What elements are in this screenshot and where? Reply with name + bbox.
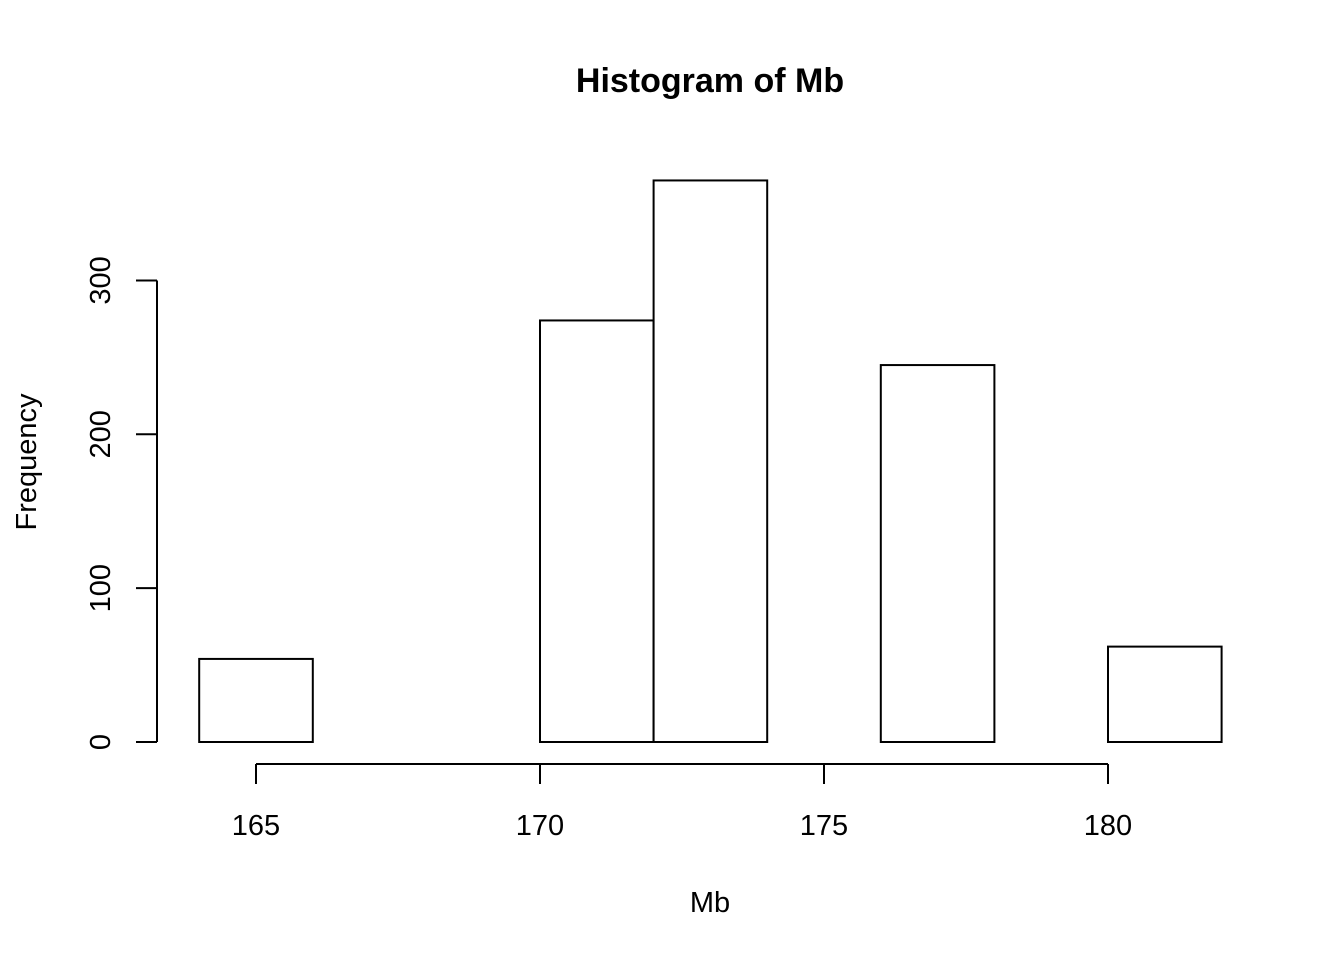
y-tick-label: 200: [85, 410, 117, 458]
x-axis-label: Mb: [690, 887, 730, 919]
x-tick-label: 165: [232, 810, 280, 842]
x-tick-label: 175: [800, 810, 848, 842]
histogram-bar: [1107, 645, 1223, 743]
x-axis: 165 170 175 180: [232, 763, 1132, 842]
y-tick-label: 100: [85, 564, 117, 612]
y-tick-label: 300: [85, 256, 117, 304]
histogram-bar: [539, 319, 655, 743]
x-tick-label: 170: [516, 810, 564, 842]
histogram-bar: [198, 657, 314, 744]
y-axis: 0 100 200 300: [85, 256, 158, 750]
histogram-bar: [879, 364, 996, 743]
bars-group: [198, 179, 1223, 744]
x-tick-label: 180: [1084, 810, 1132, 842]
histogram-bar: [652, 179, 769, 743]
chart-title: Histogram of Mb: [576, 62, 844, 100]
y-axis-label: Frequency: [11, 393, 43, 531]
y-tick-label: 0: [85, 734, 117, 750]
